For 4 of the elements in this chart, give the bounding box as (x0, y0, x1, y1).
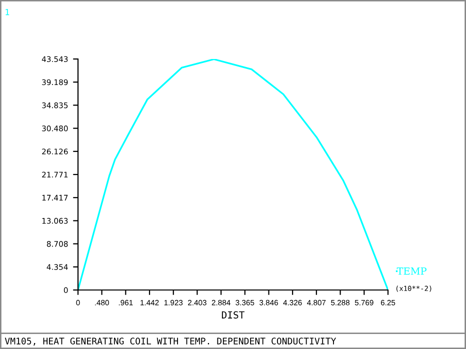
text: VM105, HEAT GENERATING COIL WITH TEMP. DEPENDENT CONDUCTIVITY (4, 338, 336, 346)
text: 1 (6, 9, 10, 16)
x-axis-title: DIST (222, 311, 244, 319)
legend-label: TEMP (396, 268, 426, 275)
